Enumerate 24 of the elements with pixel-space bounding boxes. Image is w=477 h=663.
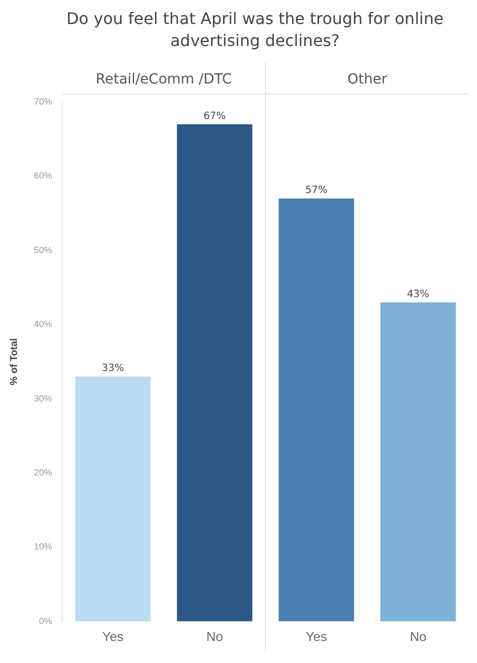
y-tick-label: 60% xyxy=(34,170,52,181)
x-tick-label: No xyxy=(206,628,223,644)
y-axis-title: % of Total xyxy=(8,338,20,386)
bar xyxy=(278,198,354,622)
bar xyxy=(176,124,252,622)
x-tick-label: Yes xyxy=(306,628,328,644)
text: Other xyxy=(347,72,388,88)
data-label: 43% xyxy=(407,288,430,300)
x-tick-label: Yes xyxy=(102,628,124,644)
x-tick-label: No xyxy=(410,628,426,644)
data-label: 67% xyxy=(204,110,226,122)
y-tick-label: 70% xyxy=(34,96,52,106)
y-tick-label: 0% xyxy=(39,616,52,626)
chart-title: Do you feel that April was the trough for online advertising declines? xyxy=(65,8,445,52)
data-label: 57% xyxy=(305,185,328,196)
text: Retail/eComm /DTC xyxy=(96,72,232,88)
data-label: 33% xyxy=(102,363,124,374)
y-tick-label: 40% xyxy=(34,319,52,330)
y-tick-label: 10% xyxy=(34,542,52,552)
y-tick-label: 50% xyxy=(34,244,52,255)
y-tick-label: 20% xyxy=(34,467,52,478)
bar xyxy=(75,376,151,622)
bar xyxy=(380,302,456,622)
y-tick-label: 30% xyxy=(34,393,52,404)
